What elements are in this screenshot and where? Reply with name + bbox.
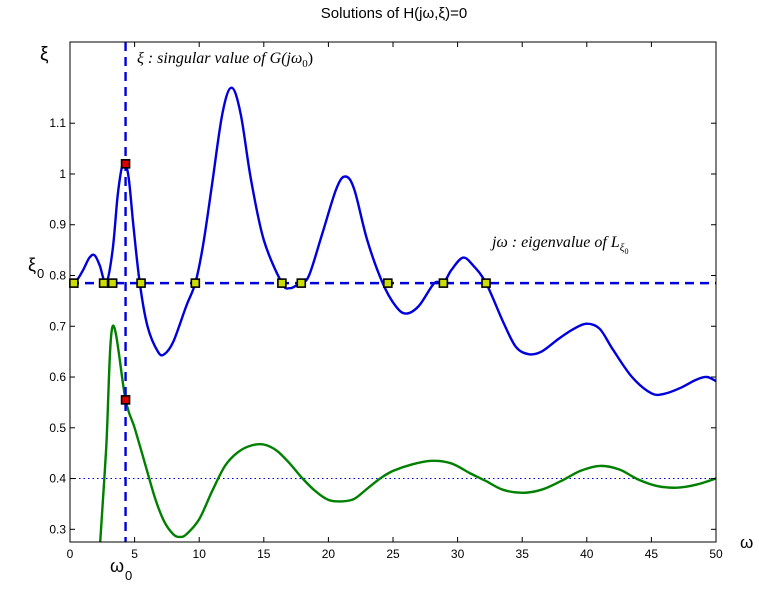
- y-tick-label: 0.4: [49, 472, 66, 486]
- y-tick-label: 0.8: [49, 269, 66, 283]
- x-tick-label: 15: [257, 547, 271, 561]
- xi0-crossing-marker: [277, 278, 287, 288]
- xi0-crossing-marker: [98, 278, 109, 288]
- svg-text:ξ: ξ: [28, 255, 36, 275]
- x-axis-label: ω: [740, 533, 753, 552]
- xi0-crossing-marker: [383, 278, 393, 288]
- xi0-crossing-marker: [190, 278, 201, 288]
- y-tick-label: 0.6: [49, 370, 66, 384]
- xi0-crossing-marker: [438, 278, 449, 288]
- xi0-crossing-marker: [296, 278, 307, 288]
- y-tick-label: 0.5: [49, 421, 66, 435]
- x-tick-label: 35: [516, 547, 530, 561]
- y-tick-label: 0.7: [49, 319, 66, 333]
- y-axis-label: ξ: [40, 44, 49, 65]
- x-tick-label: 0: [67, 547, 74, 561]
- y-tick-label: 0.3: [49, 522, 66, 536]
- axis-ticks: 0 5 10 15 20 25 30 35 40 45 50 0.3 0.4 0.5 0.6 0.7 0.8 0.…: [49, 42, 723, 561]
- xi0-crossing-marker: [136, 278, 146, 288]
- series-1-curve: [70, 86, 716, 397]
- xi0-axis-label: ξ 0: [28, 255, 44, 281]
- x-tick-label: 5: [131, 547, 138, 561]
- xi0-crossing-marker: [107, 278, 118, 288]
- svg-text:0: 0: [125, 568, 132, 583]
- x-tick-label: 20: [322, 547, 336, 561]
- annotation-eigenvalue: jω : eigenvalue of Lξ0: [490, 234, 628, 256]
- x-tick-label: 45: [645, 547, 659, 561]
- svg-text:ξ : singular value of G(jω0): ξ : singular value of G(jω0): [137, 50, 313, 70]
- svg-text:0: 0: [37, 266, 44, 281]
- plot-area: [70, 42, 716, 542]
- y-tick-label: 1: [59, 167, 66, 181]
- omega0-axis-label: ω 0: [110, 556, 132, 583]
- y-tick-label: 1.1: [49, 116, 66, 130]
- omega0-singular-marker: [120, 395, 131, 405]
- omega0-singular-marker: [120, 159, 131, 169]
- chart-title: Solutions of H(jω,ξ)=0: [321, 5, 467, 22]
- xi0-crossing-marker: [481, 278, 491, 288]
- svg-text:jω : eigenvalue of Lξ0: jω : eigenvalue of Lξ0: [490, 234, 628, 256]
- series-2-curve: [98, 324, 716, 542]
- marker-group: [69, 159, 491, 405]
- x-tick-label: 40: [580, 547, 594, 561]
- xi0-crossing-marker: [69, 278, 79, 288]
- x-tick-label: 50: [709, 547, 723, 561]
- y-tick-label: 0.9: [49, 218, 66, 232]
- x-tick-label: 25: [386, 547, 400, 561]
- svg-text:ω: ω: [110, 556, 124, 576]
- annotation-singular-value: ξ : singular value of G(jω0): [137, 50, 313, 70]
- x-tick-label: 10: [193, 547, 207, 561]
- x-tick-label: 30: [451, 547, 465, 561]
